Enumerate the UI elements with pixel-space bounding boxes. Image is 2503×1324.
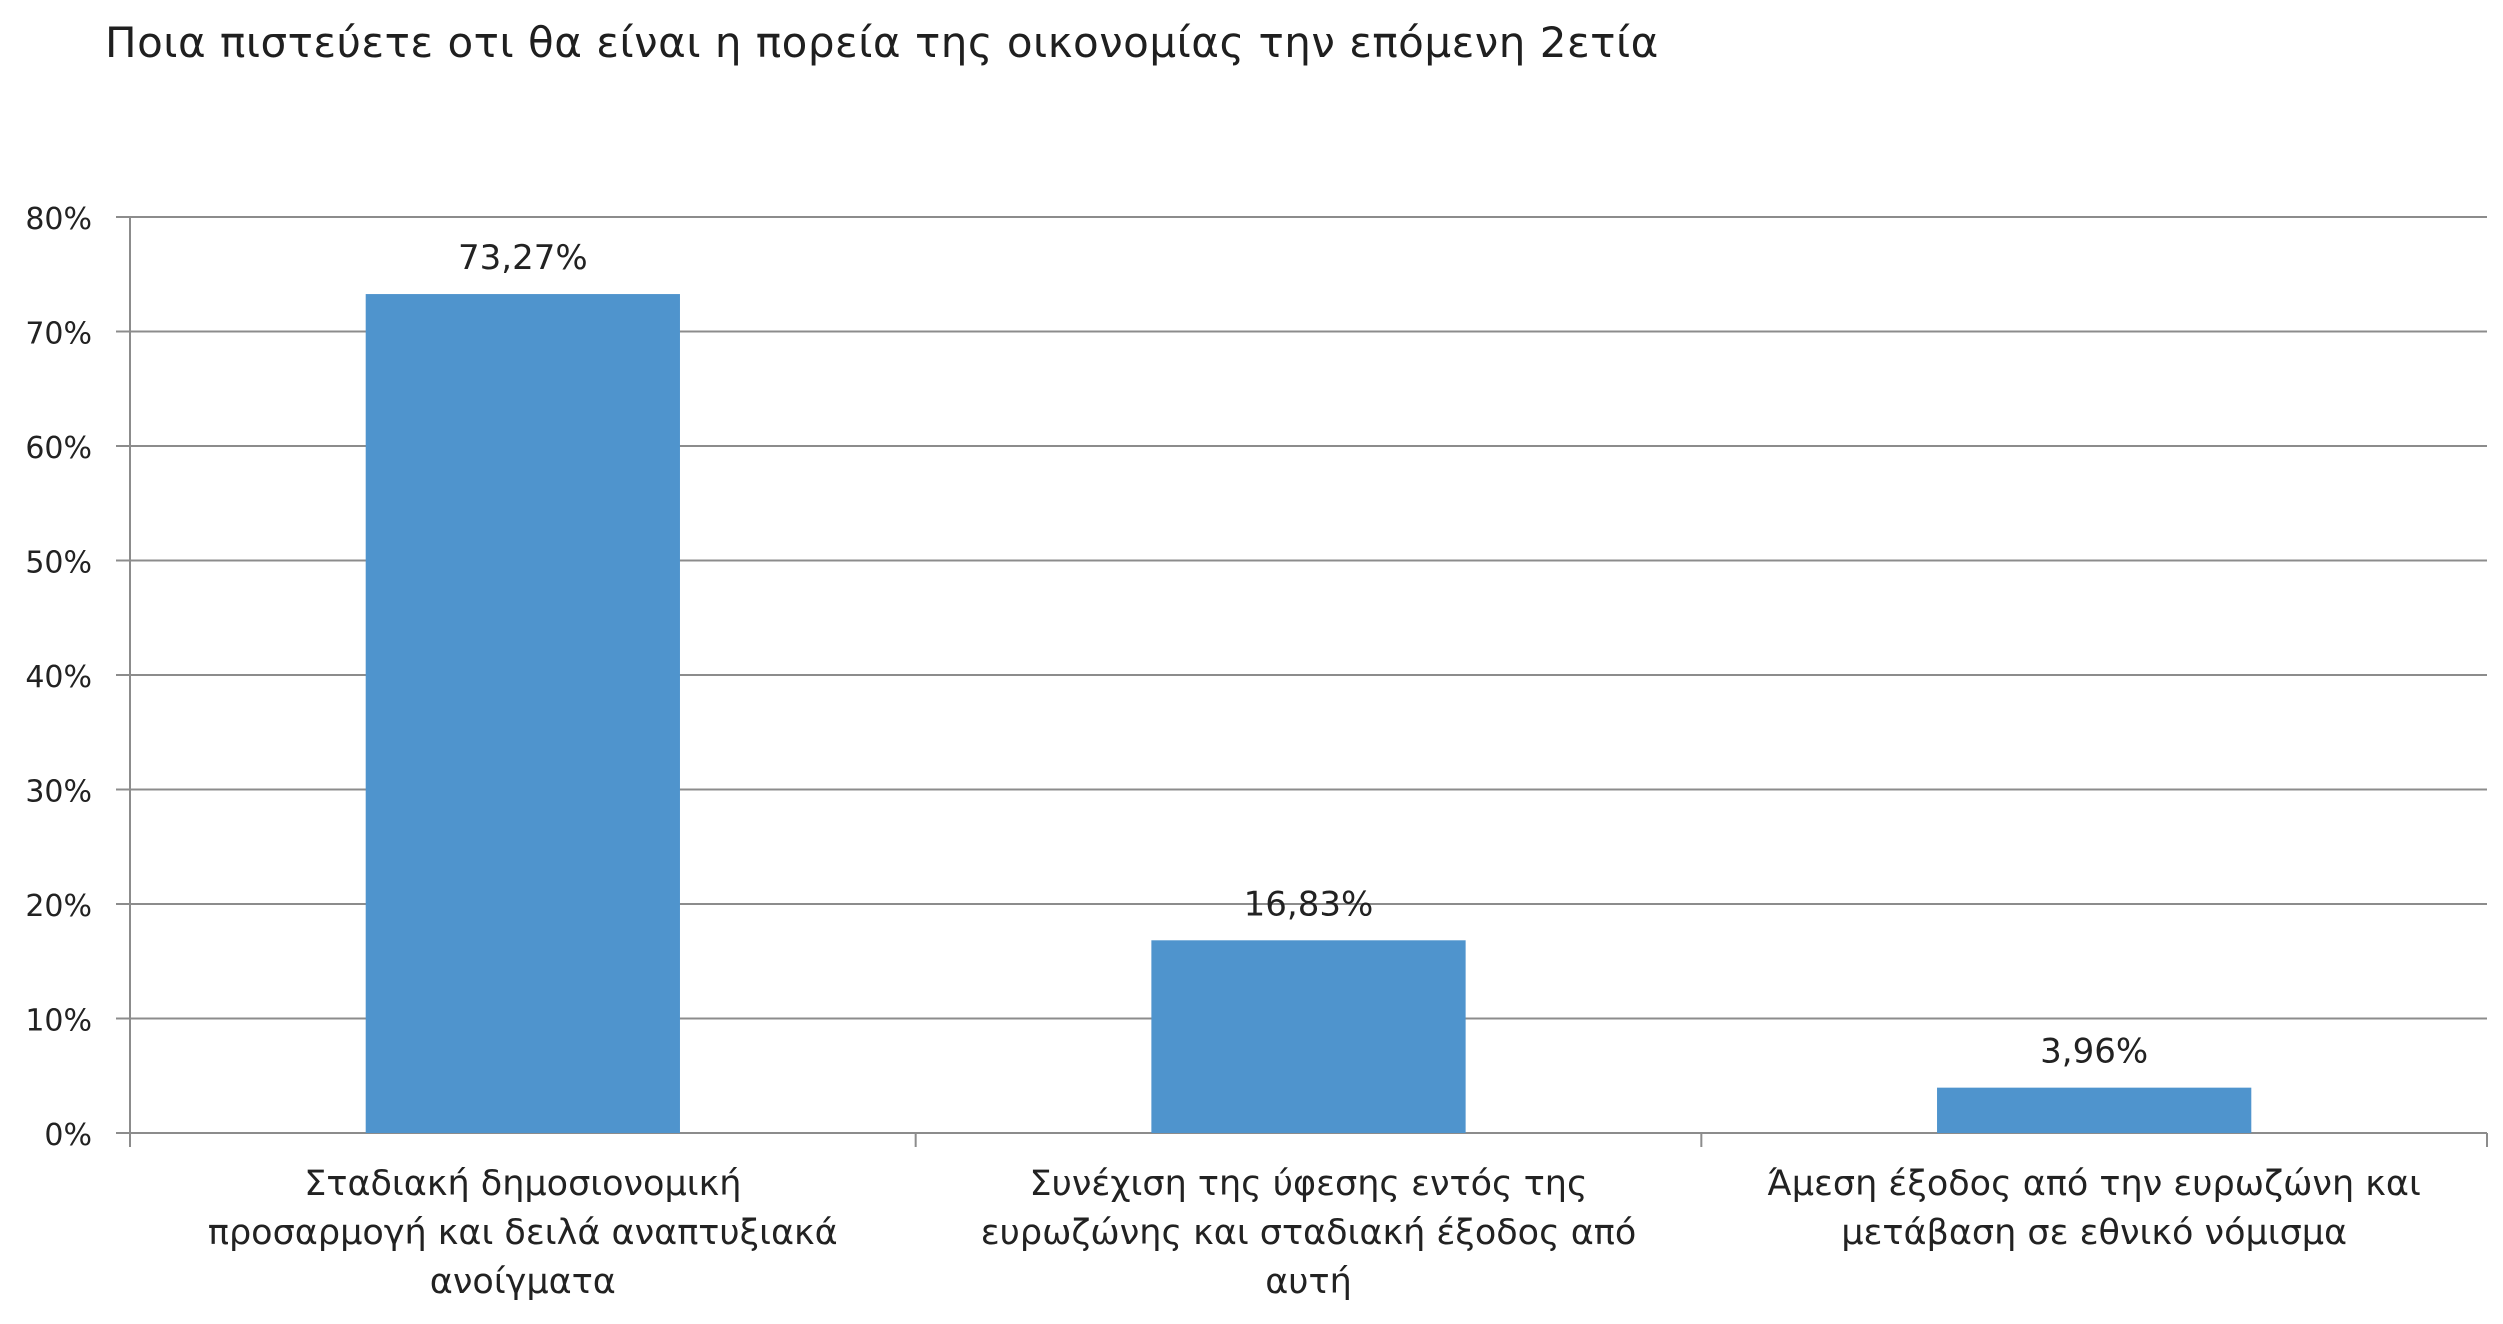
y-tick-label: 70% xyxy=(25,317,92,352)
x-category-label: προσαρμογή και δειλά αναπτυξιακά xyxy=(208,1213,838,1253)
x-category-label: Σταδιακή δημοσιονομική xyxy=(304,1164,741,1204)
data-label: 16,83% xyxy=(1244,884,1374,924)
y-tick-label: 80% xyxy=(25,202,92,237)
y-tick-label: 0% xyxy=(44,1118,92,1153)
bar xyxy=(1151,940,1466,1133)
y-tick-label: 30% xyxy=(25,775,92,810)
x-category-label: ανοίγματα xyxy=(430,1262,616,1302)
chart-title: Ποια πιστεύετε οτι θα είναι η πορεία της… xyxy=(105,18,1659,67)
data-label: 3,96% xyxy=(2040,1032,2148,1072)
x-category-label: μετάβαση σε εθνικό νόμισμα xyxy=(1841,1213,2347,1253)
bar xyxy=(365,294,680,1134)
x-category-label: Άμεση έξοδος από την ευρωζώνη και xyxy=(1768,1164,2421,1204)
y-tick-label: 60% xyxy=(25,431,92,466)
data-label: 73,27% xyxy=(458,238,588,278)
x-category-label: αυτή xyxy=(1265,1262,1352,1302)
bar xyxy=(1937,1087,2252,1133)
y-tick-label: 50% xyxy=(25,546,92,581)
y-tick-label: 40% xyxy=(25,660,92,695)
x-category-label: Συνέχιση της ύφεσης εντός της xyxy=(1029,1164,1587,1204)
x-category-label: ευρωζώνης και σταδιακή έξοδος από xyxy=(981,1213,1637,1253)
y-tick-label: 20% xyxy=(25,889,92,924)
y-tick-label: 10% xyxy=(25,1004,92,1039)
